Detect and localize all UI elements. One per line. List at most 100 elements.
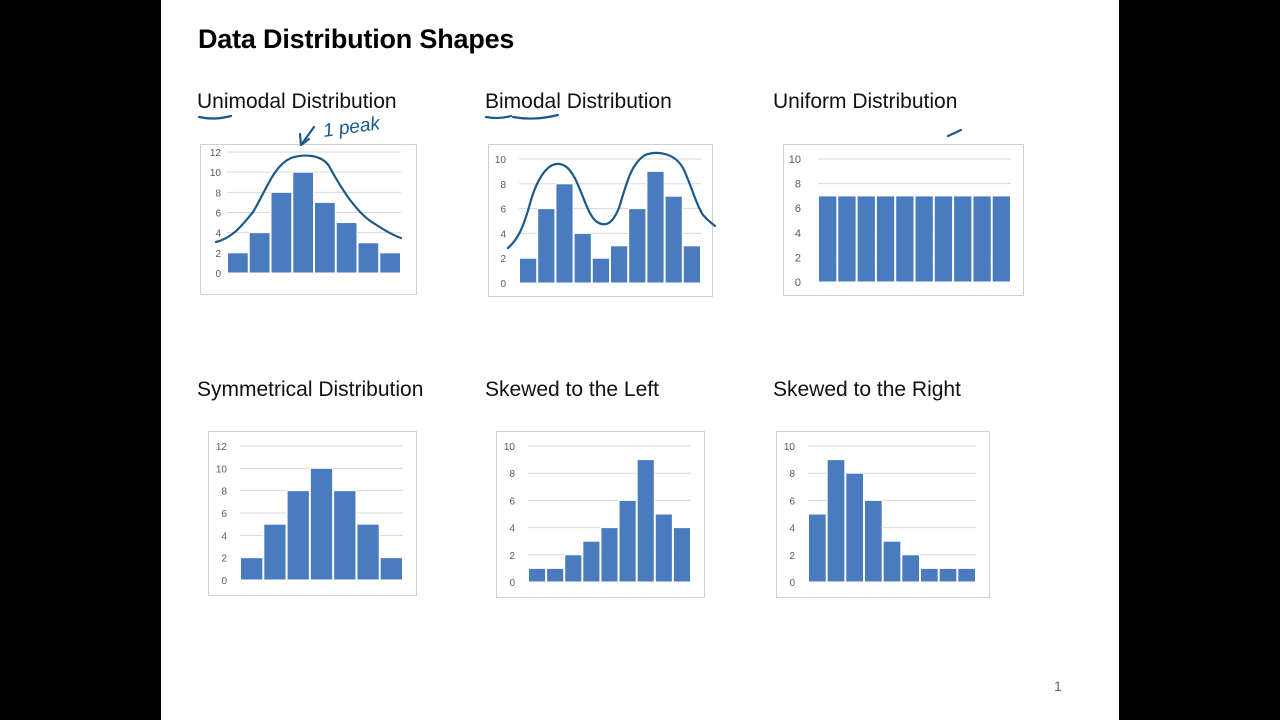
annotation-one-peak: 1 peak (322, 113, 383, 142)
bar (379, 557, 403, 581)
bar (292, 171, 314, 274)
bar (610, 245, 629, 284)
chart-svg-bimodal: 0 2 4 6 8 10 (495, 155, 702, 290)
y-tick-label: 4 (509, 524, 515, 535)
y-tick-label: 10 (216, 464, 228, 475)
bar (933, 195, 954, 283)
chart-uniform: 0 2 4 6 8 10 (783, 144, 1024, 296)
y-tick-label: 0 (500, 279, 506, 290)
y-tick-label: 12 (216, 442, 228, 453)
bar (573, 232, 592, 284)
bar (864, 499, 883, 583)
bar (837, 195, 857, 283)
heading-unimodal: Unimodal Distribution (197, 90, 397, 113)
chart-svg-unimodal: 0 2 4 6 8 10 12 (210, 148, 401, 280)
bar (591, 257, 611, 284)
heading-skew-right: Skewed to the Right (773, 378, 961, 401)
y-tick-label: 0 (221, 576, 227, 587)
y-tick-label: 10 (784, 442, 796, 453)
y-tick-label: 2 (789, 551, 795, 562)
y-tick-label: 0 (215, 269, 221, 280)
bar (856, 195, 876, 283)
bar (895, 195, 915, 283)
y-tick-label: 0 (795, 277, 801, 289)
bar (991, 195, 1011, 283)
y-tick-label: 6 (789, 496, 795, 507)
bar (286, 490, 310, 581)
bar (808, 513, 827, 583)
bar (263, 523, 287, 581)
chart-svg-symmetrical: 0 2 4 6 8 10 12 (216, 442, 403, 587)
ink-dash (946, 128, 963, 138)
heading-uniform: Uniform Distribution (773, 90, 958, 113)
y-tick-label: 2 (215, 249, 221, 260)
bar (901, 554, 921, 583)
chart-symmetrical: 0 2 4 6 8 10 12 (208, 431, 417, 596)
bar (333, 490, 357, 581)
bar (582, 540, 601, 583)
bar (270, 191, 293, 274)
chart-svg-skew_left: 0 2 4 6 8 10 (504, 442, 691, 589)
y-tick-label: 8 (221, 487, 227, 498)
y-tick-label: 6 (221, 509, 227, 520)
y-tick-label: 8 (789, 469, 795, 480)
bar (379, 252, 401, 274)
bar (537, 208, 556, 284)
chart-svg-skew_right: 0 2 4 6 8 10 (784, 442, 976, 589)
y-tick-label: 6 (509, 496, 515, 507)
page-number: 1 (1054, 678, 1062, 694)
bar (972, 195, 992, 283)
bar (636, 459, 655, 583)
bar (309, 467, 334, 581)
ink-arrow-shaft (299, 125, 316, 147)
bar (628, 208, 647, 284)
ink-underline-modal (511, 113, 560, 120)
bar (914, 195, 934, 283)
y-tick-label: 6 (500, 205, 506, 216)
y-tick-label: 2 (509, 551, 515, 562)
y-tick-label: 8 (500, 180, 506, 191)
bar (240, 557, 264, 581)
y-tick-label: 8 (795, 179, 801, 191)
chart-svg-uniform: 0 2 4 6 8 10 (789, 154, 1011, 289)
bar (546, 567, 565, 583)
bar (875, 195, 896, 283)
bar (938, 567, 958, 583)
y-tick-label: 2 (500, 254, 506, 265)
heading-skew-left: Skewed to the Left (485, 378, 659, 401)
y-tick-label: 0 (509, 578, 515, 589)
slide-title: Data Distribution Shapes (198, 24, 515, 54)
bar (600, 527, 619, 583)
y-tick-label: 6 (795, 203, 801, 215)
ink-underline-bi (484, 114, 513, 120)
heading-symmetrical: Symmetrical Distribution (197, 378, 424, 401)
y-tick-label: 10 (789, 154, 801, 166)
bar (519, 257, 538, 284)
bar (356, 523, 380, 581)
bar (357, 242, 380, 274)
y-tick-label: 8 (215, 188, 221, 199)
bar (227, 252, 249, 274)
y-tick-label: 2 (795, 252, 801, 264)
bar (314, 201, 336, 274)
y-tick-label: 0 (789, 578, 795, 589)
bar (335, 222, 358, 274)
chart-bimodal: 0 2 4 6 8 10 (488, 144, 713, 297)
bar (248, 232, 271, 274)
slide: Data Distribution Shapes Unimodal Distri… (161, 0, 1119, 720)
y-tick-label: 12 (210, 148, 222, 159)
bar (826, 459, 846, 583)
bar (957, 567, 976, 583)
bar (555, 183, 574, 284)
bar (818, 195, 838, 283)
bar (564, 554, 583, 583)
bar (618, 499, 637, 583)
bar (672, 527, 691, 583)
y-tick-label: 2 (221, 554, 227, 565)
bar (646, 170, 665, 284)
y-tick-label: 4 (221, 531, 227, 542)
y-tick-label: 4 (500, 229, 506, 240)
chart-skew-right: 0 2 4 6 8 10 (776, 431, 990, 598)
bar (882, 540, 902, 583)
bar (664, 195, 683, 284)
